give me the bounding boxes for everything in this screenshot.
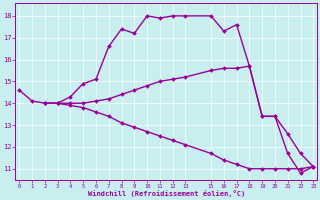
X-axis label: Windchill (Refroidissement éolien,°C): Windchill (Refroidissement éolien,°C) — [88, 190, 245, 197]
